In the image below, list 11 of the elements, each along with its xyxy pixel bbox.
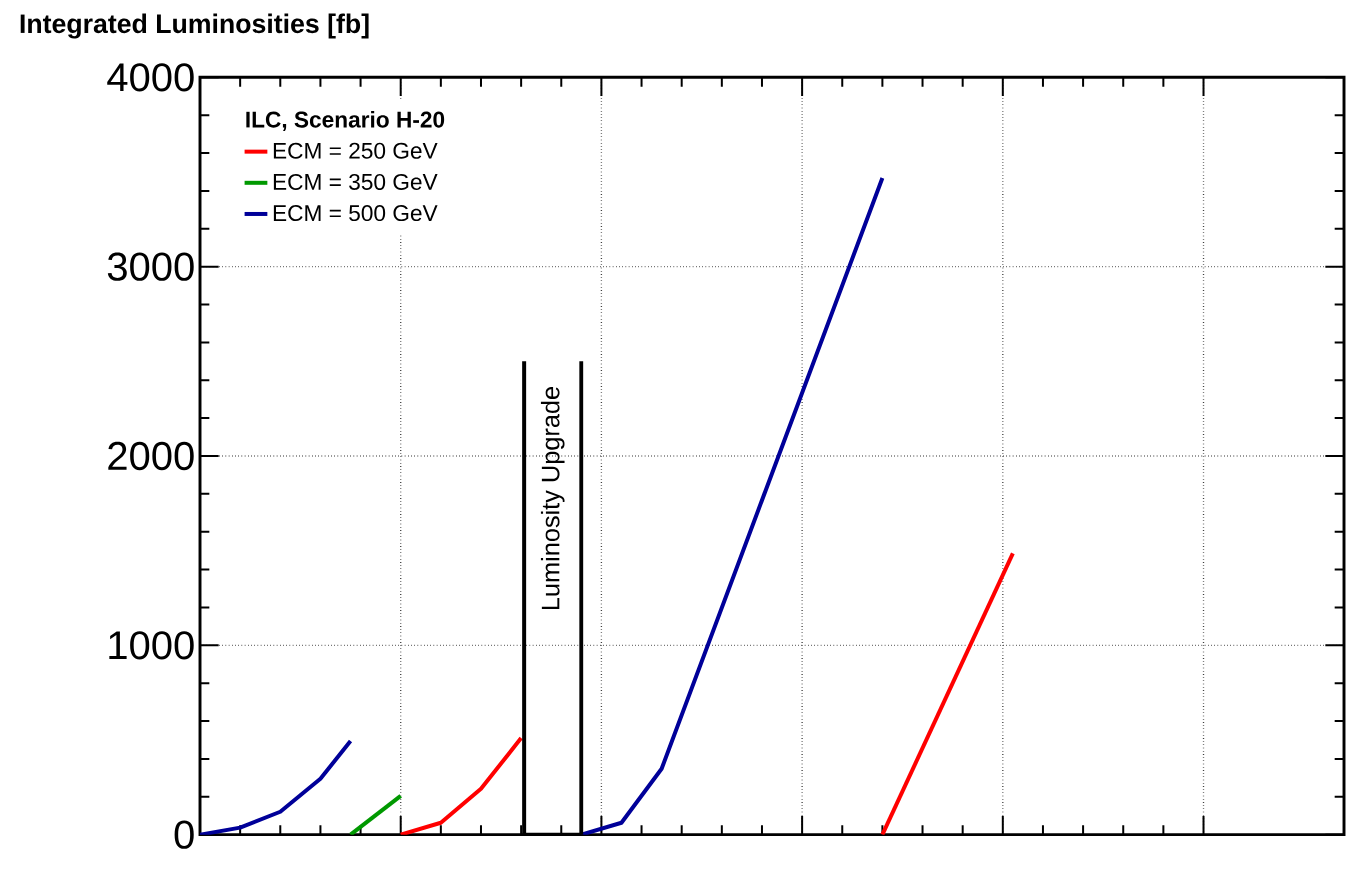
legend-title: ILC, Scenario H-20 bbox=[246, 111, 445, 132]
y-tick-label: 0 bbox=[174, 820, 194, 849]
legend-label: ECM = 250 GeV bbox=[273, 142, 438, 159]
y-tick-label: 3000 bbox=[107, 252, 194, 281]
y-tick-label: 4000 bbox=[107, 63, 194, 92]
annotation: Luminosity Upgrade bbox=[540, 387, 565, 610]
y-tick-label: 2000 bbox=[108, 441, 194, 471]
legend-label: ECM = 500 GeV bbox=[273, 205, 438, 222]
y-tick-label: 1000 bbox=[109, 631, 194, 660]
legend-label: ECM = 350 GeV bbox=[273, 174, 438, 191]
chart-title: Integrated Luminosities [fb] bbox=[20, 13, 369, 39]
